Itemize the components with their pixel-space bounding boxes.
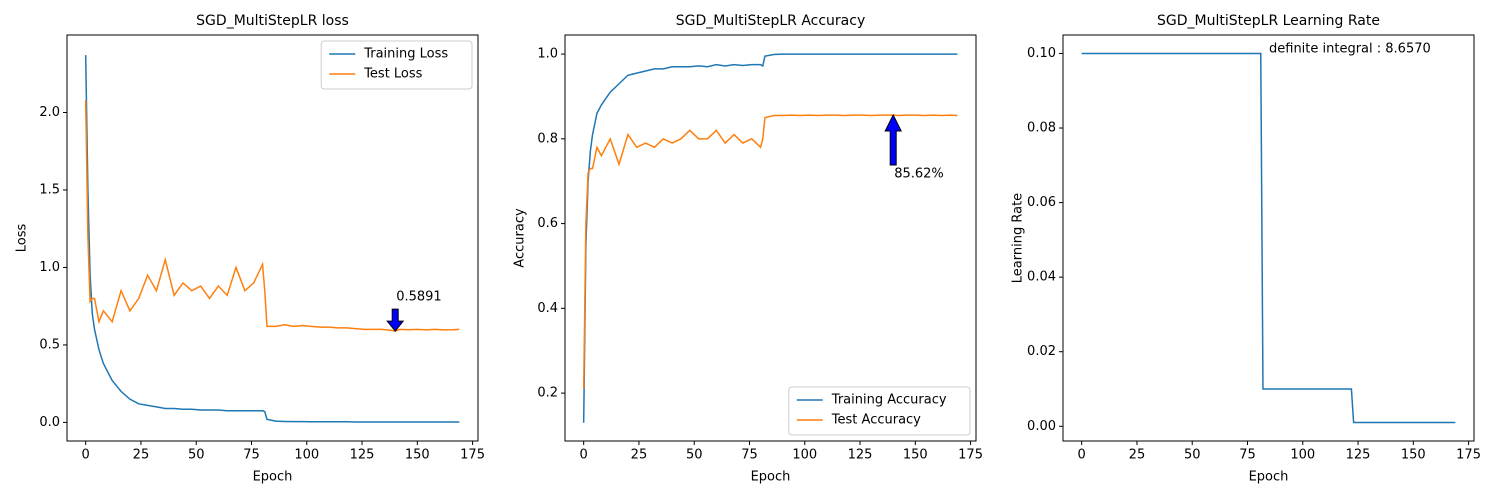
- y-tick-label: 0.10: [1027, 46, 1056, 61]
- x-tick-label: 50: [188, 448, 205, 463]
- subplot: 0 25 50 75 100 125 150 175 0.0 0.5 1.0 1.5 2.0 SGD_Mu…: [15, 13, 485, 485]
- subplot: 0 25 50 75 100 125 150 175 0.2 0.4 0.6 0.8 1.0 SGD_Mu…: [513, 13, 983, 485]
- chart-title: SGD_MultiStepLR Accuracy: [676, 13, 866, 29]
- subplot: 0 25 50 75 100 125 150 175 0.00 0.02 0.04 0.06 0.08 0…: [1011, 13, 1481, 485]
- legend-label: Test Loss: [363, 67, 422, 82]
- x-tick-label: 175: [1456, 448, 1481, 463]
- y-tick-label: 0.0: [39, 415, 60, 430]
- x-tick-label: 25: [1129, 448, 1146, 463]
- y-axis-label: Learning Rate: [1011, 193, 1026, 283]
- y-tick-label: 0.4: [537, 301, 558, 316]
- series-line: [84, 55, 460, 423]
- annotation-arrow: [884, 113, 903, 166]
- annotation-label: 0.5891: [396, 290, 442, 305]
- y-tick-label: 0.08: [1027, 121, 1056, 136]
- x-tick-label: 125: [848, 448, 873, 463]
- x-tick-label: 100: [792, 448, 817, 463]
- legend-label: Test Accuracy: [831, 413, 921, 428]
- x-tick-label: 50: [1184, 448, 1201, 463]
- x-tick-label: 0: [82, 448, 90, 463]
- annotation-arrow: [386, 308, 405, 332]
- chart-title: SGD_MultiStepLR loss: [196, 13, 349, 29]
- y-tick-label: 0.02: [1027, 344, 1056, 359]
- x-tick-label: 125: [1346, 448, 1371, 463]
- y-tick-label: 2.0: [39, 105, 60, 120]
- x-tick-label: 175: [460, 448, 485, 463]
- legend-label: Training Accuracy: [831, 393, 947, 408]
- axes-frame: [1062, 34, 1475, 442]
- x-tick-label: 150: [1401, 448, 1426, 463]
- x-axis-label: Epoch: [751, 470, 791, 485]
- legend-box: [320, 40, 473, 90]
- x-tick-label: 0: [1078, 448, 1086, 463]
- x-axis-label: Epoch: [253, 470, 293, 485]
- y-tick-label: 1.0: [39, 260, 60, 275]
- legend-label: Training Loss: [363, 47, 448, 62]
- y-tick-label: 0.04: [1027, 270, 1056, 285]
- chart-title: SGD_MultiStepLR Learning Rate: [1157, 13, 1380, 29]
- y-tick-label: 0.6: [537, 216, 558, 231]
- y-tick-label: 0.06: [1027, 195, 1056, 210]
- x-tick-label: 75: [243, 448, 260, 463]
- x-tick-label: 0: [580, 448, 588, 463]
- y-tick-label: 0.8: [537, 131, 558, 146]
- y-tick-label: 0.2: [537, 386, 558, 401]
- y-tick-label: 0.00: [1027, 419, 1056, 434]
- annotation-note: definite integral : 8.6570: [1269, 42, 1431, 57]
- y-axis-label: Accuracy: [513, 208, 528, 268]
- x-tick-label: 50: [686, 448, 703, 463]
- y-tick-label: 0.5: [39, 337, 60, 352]
- x-axis-label: Epoch: [1249, 470, 1289, 485]
- y-tick-label: 1.5: [39, 182, 60, 197]
- x-tick-label: 75: [741, 448, 758, 463]
- x-tick-label: 150: [405, 448, 430, 463]
- x-tick-label: 100: [294, 448, 319, 463]
- legend-box: [788, 386, 971, 436]
- x-tick-label: 175: [958, 448, 983, 463]
- axes-frame: [564, 34, 977, 442]
- x-tick-label: 150: [903, 448, 928, 463]
- series-line: [582, 53, 958, 423]
- annotation-label: 85.62%: [894, 167, 944, 182]
- y-tick-label: 1.0: [537, 47, 558, 62]
- y-axis-label: Loss: [15, 224, 30, 253]
- series-line: [1081, 52, 1456, 424]
- x-tick-label: 100: [1290, 448, 1315, 463]
- x-tick-label: 125: [350, 448, 375, 463]
- series-line: [582, 114, 958, 389]
- x-tick-label: 25: [631, 448, 648, 463]
- axes-frame: [66, 34, 479, 442]
- x-tick-label: 25: [133, 448, 150, 463]
- x-tick-label: 75: [1239, 448, 1256, 463]
